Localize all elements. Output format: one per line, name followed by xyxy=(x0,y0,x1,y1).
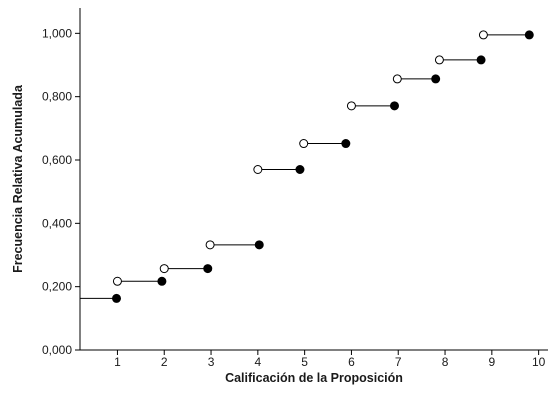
open-marker xyxy=(392,74,402,84)
y-ticks: 0,000 0,200 0,400 0,600 0,800 1,000 xyxy=(42,26,80,357)
x-tick-label: 1 xyxy=(114,355,121,369)
x-tick-label: 2 xyxy=(161,355,168,369)
y-tick-label: 0,200 xyxy=(42,280,72,294)
filled-marker xyxy=(476,55,486,65)
open-marker xyxy=(478,30,488,40)
x-tick-label: 8 xyxy=(442,355,449,369)
y-tick-label: 0,400 xyxy=(42,216,72,230)
x-tick-label: 3 xyxy=(208,355,215,369)
x-tick-label: 4 xyxy=(254,355,261,369)
filled-marker xyxy=(431,74,441,84)
open-marker xyxy=(434,55,444,65)
x-tick-label: 7 xyxy=(395,355,402,369)
open-marker xyxy=(159,264,169,274)
filled-marker xyxy=(203,264,213,274)
y-axis-title: Frecuencia Relativa Acumulada xyxy=(11,84,25,273)
open-marker xyxy=(253,165,263,174)
x-tick-label: 10 xyxy=(532,355,546,369)
filled-marker xyxy=(295,165,305,174)
open-marker xyxy=(346,101,356,111)
filled-marker xyxy=(112,293,122,303)
x-tick-label: 6 xyxy=(348,355,355,369)
filled-marker xyxy=(341,139,351,149)
open-marker xyxy=(205,240,215,250)
y-tick-label: 0,600 xyxy=(42,153,72,167)
y-tick-label: 0,800 xyxy=(42,90,72,104)
x-ticks: 1 2 3 4 5 6 7 8 9 10 xyxy=(114,350,546,369)
filled-marker xyxy=(524,30,534,40)
x-tick-label: 9 xyxy=(488,355,495,369)
open-marker xyxy=(112,276,122,286)
filled-marker xyxy=(254,240,264,250)
open-marker xyxy=(299,139,309,149)
x-tick-label: 5 xyxy=(301,355,308,369)
y-tick-label: 0,000 xyxy=(42,343,72,357)
markers-layer xyxy=(112,30,534,303)
filled-marker xyxy=(157,276,167,286)
y-tick-label: 1,000 xyxy=(42,26,72,40)
x-axis-title: Calificación de la Proposición xyxy=(225,371,403,385)
steps-layer xyxy=(80,34,530,299)
filled-marker xyxy=(389,101,399,111)
